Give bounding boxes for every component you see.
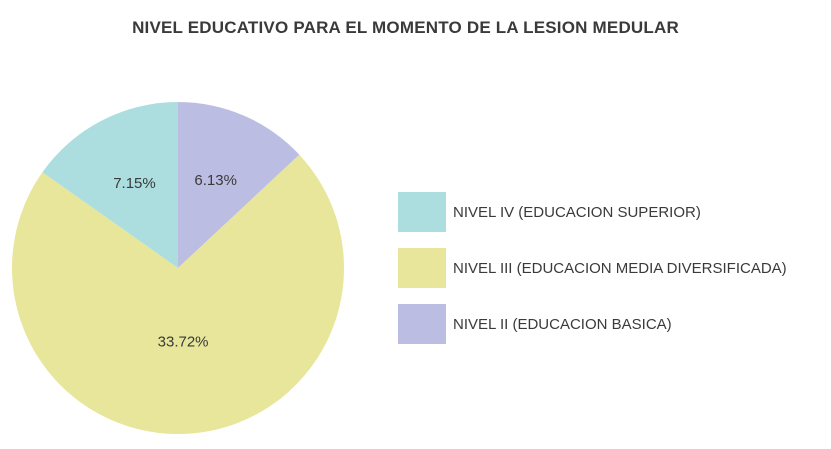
legend-item-nivel-iv: NIVEL IV (EDUCACION SUPERIOR) <box>398 192 787 232</box>
legend-label: NIVEL III (EDUCACION MEDIA DIVERSIFICADA… <box>453 259 787 277</box>
legend-item-nivel-ii: NIVEL II (EDUCACION BASICA) <box>398 304 787 344</box>
pie-slice <box>42 102 178 268</box>
pie-slice <box>178 102 300 268</box>
legend-swatch <box>398 192 446 232</box>
pie-slice <box>11 154 345 434</box>
pie-slice-label: 33.72% <box>158 333 209 350</box>
legend-swatch <box>398 304 446 344</box>
pie-slice-label: 6.13% <box>194 172 237 189</box>
legend-label: NIVEL IV (EDUCACION SUPERIOR) <box>453 203 701 221</box>
legend-item-nivel-iii: NIVEL III (EDUCACION MEDIA DIVERSIFICADA… <box>398 248 787 288</box>
chart-title: NIVEL EDUCATIVO PARA EL MOMENTO DE LA LE… <box>132 18 679 37</box>
legend: NIVEL IV (EDUCACION SUPERIOR) NIVEL III … <box>398 192 787 360</box>
pie-slice-label: 7.15% <box>113 175 156 192</box>
legend-swatch <box>398 248 446 288</box>
legend-label: NIVEL II (EDUCACION BASICA) <box>453 315 672 333</box>
